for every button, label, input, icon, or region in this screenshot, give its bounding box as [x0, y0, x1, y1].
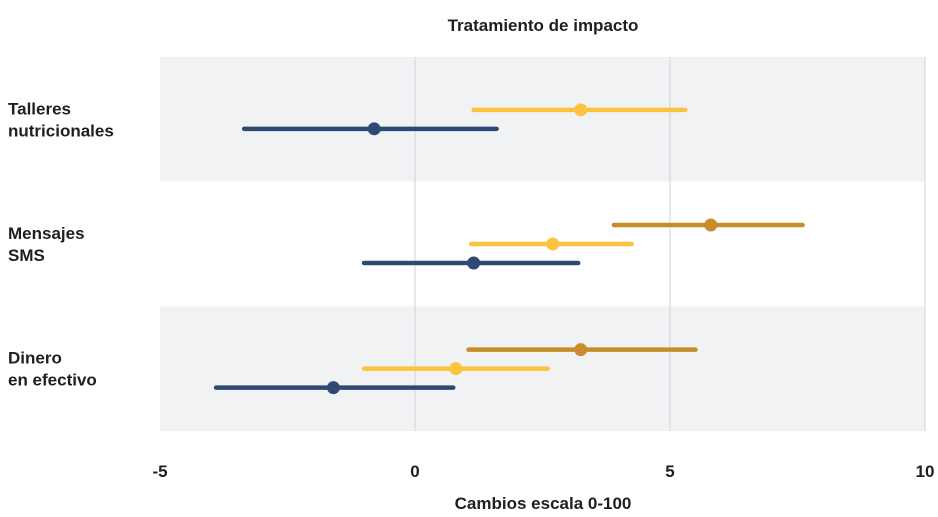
category-labels: Talleres nutricionales Mensajes SMS Dinero en…: [8, 99, 114, 389]
x-axis-label: Cambios escala 0-100: [455, 494, 632, 513]
category-band: [160, 57, 925, 182]
point-estimate: [326, 381, 340, 395]
point-estimate: [467, 256, 481, 270]
x-tick-label: 10: [916, 462, 935, 481]
point-estimate: [574, 103, 588, 117]
x-tick-label: -5: [152, 462, 167, 481]
category-label: Mensajes SMS: [8, 224, 85, 265]
interval-marks: [213, 103, 805, 395]
x-tick-labels: -5 0 5 10: [152, 462, 934, 481]
chart-title: Tratamiento de impacto: [448, 16, 639, 35]
point-estimate: [546, 237, 560, 251]
point-estimate: [704, 218, 718, 232]
x-tick-label: 0: [410, 462, 419, 481]
point-estimate: [574, 343, 588, 357]
point-estimate: [449, 362, 463, 376]
category-label: Talleres nutricionales: [8, 99, 114, 140]
x-tick-label: 5: [665, 462, 674, 481]
category-label: Dinero en efectivo: [8, 349, 97, 390]
point-estimate: [367, 122, 381, 136]
